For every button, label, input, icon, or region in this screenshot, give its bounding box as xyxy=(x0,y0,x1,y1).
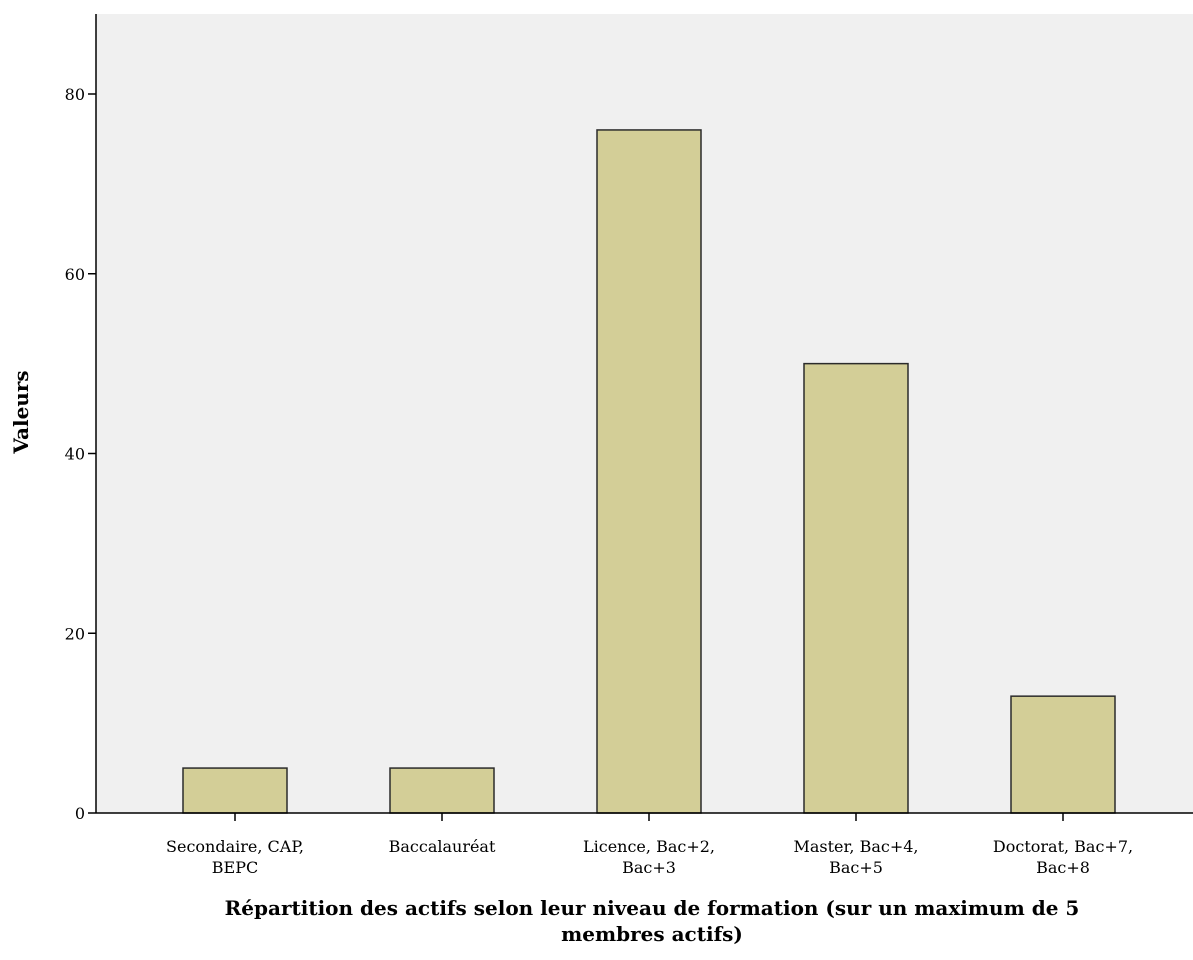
x-tick-label-0: Secondaire, CAP, BEPC xyxy=(166,837,304,877)
y-tick-label-3: 60 xyxy=(65,265,85,284)
y-ticks-layer: 0 20 40 60 80 xyxy=(65,85,96,823)
x-axis-title: Répartition des actifs selon leur niveau… xyxy=(225,896,1080,946)
bar-2 xyxy=(389,767,495,814)
y-tick-label-4: 80 xyxy=(65,85,85,104)
x-tick-label-2: Licence, Bac+2, Bac+3 xyxy=(583,837,715,877)
bar-3 xyxy=(596,129,702,814)
x-tick-label-3: Master, Bac+4, Bac+5 xyxy=(793,837,918,877)
y-tick-label-1: 20 xyxy=(65,624,85,643)
bar-5 xyxy=(1010,695,1116,814)
bar-1 xyxy=(182,767,288,814)
y-tick-label-2: 40 xyxy=(65,445,85,464)
y-tick-label-0: 0 xyxy=(75,804,85,823)
axes-layer xyxy=(95,14,1193,814)
x-tick-label-1: Baccalauréat xyxy=(389,837,496,856)
bar-4 xyxy=(803,362,909,814)
x-tick-label-4: Doctorat, Bac+7, Bac+8 xyxy=(993,837,1133,877)
x-labels-layer: Secondaire, CAP, BEPC Baccalauréat Licence,… xyxy=(166,813,1133,877)
y-axis-title: Valeurs xyxy=(9,370,33,454)
bars-layer xyxy=(182,129,1116,814)
